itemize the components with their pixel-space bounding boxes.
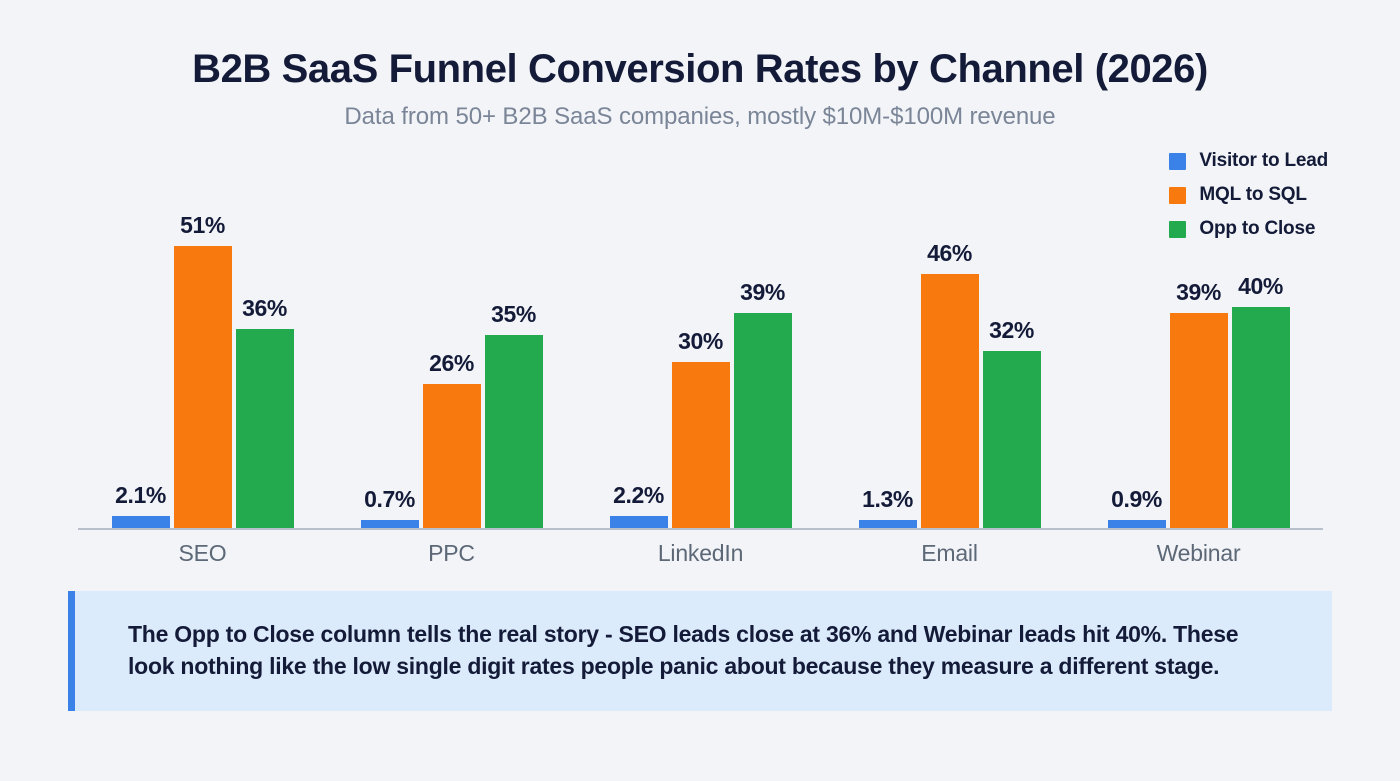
legend-item-opp-to-close[interactable]: Opp to Close <box>1169 218 1328 239</box>
bar-rect[interactable] <box>173 246 232 528</box>
legend-item-visitor-to-lead[interactable]: Visitor to Lead <box>1169 150 1328 171</box>
page-subtitle: Data from 50+ B2B SaaS companies, mostly… <box>344 103 1056 130</box>
bar-webinar-visitor-to-lead[interactable]: 0.9% <box>1107 160 1166 528</box>
bar-webinar-opp-to-close[interactable]: 40% <box>1231 160 1290 528</box>
bar-email-visitor-to-lead[interactable]: 1.3% <box>858 160 917 528</box>
bar-value-label: 2.2% <box>613 482 664 508</box>
bar-value-label: 36% <box>242 295 287 321</box>
bar-rect[interactable] <box>733 313 792 528</box>
bar-group-linkedin: 2.2% 30% 39% <box>576 160 825 528</box>
bar-rect[interactable] <box>858 520 917 528</box>
x-tick-label-webinar: Webinar <box>1156 540 1241 566</box>
x-tick-label-linkedin: LinkedIn <box>657 540 744 566</box>
bar-seo-mql-to-sql[interactable]: 51% <box>173 160 232 528</box>
bar-value-label: 40% <box>1238 273 1283 299</box>
legend-item-label: MQL to SQL <box>1199 184 1307 205</box>
bar-linkedin-visitor-to-lead[interactable]: 2.2% <box>609 160 668 528</box>
bar-group-email: 1.3% 46% 32% <box>825 160 1074 528</box>
legend-item-label: Opp to Close <box>1199 218 1316 239</box>
insight-callout-text: The Opp to Close column tells the real s… <box>128 621 1239 679</box>
bar-linkedin-mql-to-sql[interactable]: 30% <box>671 160 730 528</box>
bar-value-label: 32% <box>989 317 1034 343</box>
bar-value-label: 39% <box>740 279 785 305</box>
bar-seo-visitor-to-lead[interactable]: 2.1% <box>111 160 170 528</box>
bar-value-label: 46% <box>927 240 972 266</box>
bar-email-opp-to-close[interactable]: 32% <box>982 160 1041 528</box>
bar-value-label: 1.3% <box>862 486 913 512</box>
bar-value-label: 0.7% <box>364 486 415 512</box>
bar-rect[interactable] <box>111 516 170 528</box>
legend-item-mql-to-sql[interactable]: MQL to SQL <box>1169 184 1328 205</box>
bar-rect[interactable] <box>360 520 419 528</box>
x-tick-label-seo: SEO <box>178 540 227 566</box>
bar-group-seo: 2.1% 51% 36% <box>78 160 327 528</box>
bar-rect[interactable] <box>609 516 668 528</box>
bar-value-label: 51% <box>180 212 225 238</box>
legend-item-label: Visitor to Lead <box>1199 150 1328 171</box>
bar-rect[interactable] <box>1107 520 1166 528</box>
bar-value-label: 0.9% <box>1111 486 1162 512</box>
bar-rect[interactable] <box>422 384 481 528</box>
bar-webinar-mql-to-sql[interactable]: 39% <box>1169 160 1228 528</box>
bar-email-mql-to-sql[interactable]: 46% <box>920 160 979 528</box>
bar-groups: 2.1% 51% 36% 0.7% 26% 35% 2.2% 30% 39% 1.3% 46% 32%… <box>78 160 1323 528</box>
bar-ppc-visitor-to-lead[interactable]: 0.7% <box>360 160 419 528</box>
bar-rect[interactable] <box>1169 313 1228 528</box>
bar-group-ppc: 0.7% 26% 35% <box>327 160 576 528</box>
legend-swatch-icon <box>1169 152 1187 170</box>
legend-swatch-icon <box>1169 186 1187 204</box>
bar-ppc-opp-to-close[interactable]: 35% <box>484 160 543 528</box>
bar-ppc-mql-to-sql[interactable]: 26% <box>422 160 481 528</box>
bar-rect[interactable] <box>484 335 543 528</box>
page-title: B2B SaaS Funnel Conversion Rates by Chan… <box>192 47 1208 91</box>
x-axis-tick-labels: SEO PPC LinkedIn Email Webinar <box>78 540 1323 567</box>
chart-header: B2B SaaS Funnel Conversion Rates by Chan… <box>0 46 1400 131</box>
bar-rect[interactable] <box>235 329 294 528</box>
bar-rect[interactable] <box>671 362 730 528</box>
insight-callout: The Opp to Close column tells the real s… <box>68 591 1332 711</box>
x-tick-label-ppc: PPC <box>428 540 475 566</box>
bar-linkedin-opp-to-close[interactable]: 39% <box>733 160 792 528</box>
bar-rect[interactable] <box>1231 307 1290 528</box>
bar-group-webinar: 0.9% 39% 40% <box>1074 160 1323 528</box>
bar-value-label: 35% <box>491 301 536 327</box>
bar-seo-opp-to-close[interactable]: 36% <box>235 160 294 528</box>
plot-area: 2.1% 51% 36% 0.7% 26% 35% 2.2% 30% 39% 1.3% 46% 32%… <box>78 160 1323 530</box>
bar-value-label: 2.1% <box>115 482 166 508</box>
x-axis-line <box>78 528 1323 530</box>
chart-legend: Visitor to Lead MQL to SQL Opp to Close <box>1169 150 1328 239</box>
bar-rect[interactable] <box>982 351 1041 528</box>
legend-swatch-icon <box>1169 220 1187 238</box>
bar-value-label: 39% <box>1176 279 1221 305</box>
bar-value-label: 30% <box>678 328 723 354</box>
x-tick-label-email: Email <box>921 540 978 566</box>
bar-value-label: 26% <box>429 350 474 376</box>
bar-rect[interactable] <box>920 274 979 528</box>
